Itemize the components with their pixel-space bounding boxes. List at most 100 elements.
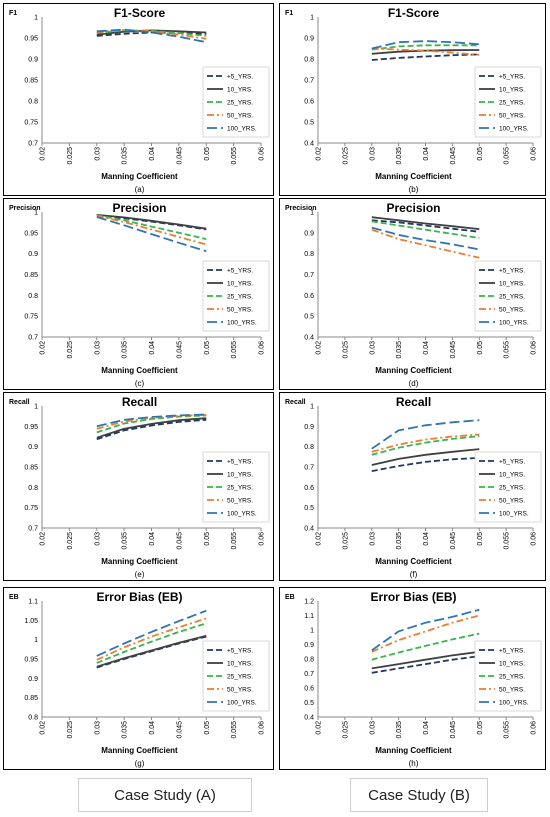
- y-tick-label: 0.7: [28, 526, 38, 533]
- x-tick-label: 0.055: [504, 341, 511, 359]
- x-tick-label: 0.02: [40, 147, 47, 161]
- legend-box: [202, 451, 270, 523]
- x-tick-label: 0.02: [316, 721, 323, 735]
- panel-caption: (h): [409, 759, 419, 768]
- panel-caption: (f): [410, 570, 418, 579]
- y-tick-label: 0.95: [24, 424, 38, 431]
- x-tick-label: 0.04: [423, 721, 430, 735]
- legend-box: [202, 260, 270, 332]
- y-tick-label: 0.7: [28, 335, 38, 342]
- y-tick-label: 0.5: [304, 120, 314, 127]
- series-line-100yrs: [96, 609, 207, 657]
- y-tick-label: 0.4: [304, 141, 314, 148]
- x-tick-label: 0.055: [231, 721, 238, 739]
- y-tick-label: 0.6: [304, 485, 314, 492]
- y-tick-label: 0.6: [304, 99, 314, 106]
- chart-title: Precision: [386, 201, 440, 215]
- x-tick-label: 0.055: [504, 147, 511, 165]
- legend-label: 50_YRS.: [227, 307, 253, 314]
- y-tick-label: 0.9: [28, 444, 38, 451]
- series-line-100yrs: [96, 413, 207, 428]
- chart-panel-e: Recall Recall 0.7 0.75 0.8 0.85 0.9 0.95 1 0.02 0.…: [3, 392, 274, 581]
- legend-label: 10_YRS.: [227, 661, 253, 668]
- y-tick-label: 0.9: [28, 251, 38, 258]
- chart-svg: Precision Precision 0.7 0.75 0.8 0.85 0.9 0.95 1…: [9, 201, 270, 388]
- legend-label: +5_YRS.: [499, 268, 525, 275]
- x-tick-label: 0.06: [531, 532, 538, 546]
- y-tick-label: 1: [34, 210, 38, 217]
- y-tick-label: 1: [34, 404, 38, 411]
- chart-svg: F1-Score F1 0.4 0.5 0.6 0.7 0.8 0.9 1 0.02 0.025 0.…: [285, 6, 542, 194]
- series-line-25yrs: [371, 220, 480, 239]
- y-tick-label: 0.7: [304, 671, 314, 678]
- legend-label: 100_YRS.: [227, 511, 257, 518]
- y-tick-label: 0.9: [304, 424, 314, 431]
- y-tick-label: 0.8: [28, 715, 38, 722]
- x-tick-label: 0.05: [477, 721, 484, 735]
- legend-box: [474, 66, 542, 138]
- x-tick-label: 0.025: [67, 532, 74, 550]
- y-tick-label: 0.8: [304, 57, 314, 64]
- y-tick-label: 0.6: [304, 293, 314, 300]
- series-line-100yrs: [96, 216, 207, 253]
- y-axis-label: Precision: [285, 205, 317, 212]
- series-line-5yrs: [371, 457, 480, 472]
- x-tick-label: 0.055: [504, 721, 511, 739]
- chart-title: F1-Score: [114, 6, 166, 20]
- legend-label: 100_YRS.: [227, 126, 257, 133]
- y-axis-label: F1: [285, 10, 293, 17]
- chart-title: Recall: [122, 395, 157, 409]
- y-tick-label: 0.9: [304, 642, 314, 649]
- chart-svg: F1-Score F1 0.7 0.75 0.8 0.85 0.9 0.95 1 0.02 0.02…: [9, 6, 270, 194]
- series-line-50yrs: [96, 617, 207, 661]
- x-tick-label: 0.035: [122, 721, 129, 739]
- legend-label: 25_YRS.: [227, 100, 253, 107]
- chart-title: F1-Score: [388, 6, 440, 20]
- x-tick-label: 0.02: [316, 147, 323, 161]
- x-tick-label: 0.04: [423, 147, 430, 161]
- legend-label: 50_YRS.: [499, 498, 525, 505]
- legend-label: 50_YRS.: [227, 113, 253, 120]
- x-tick-label: 0.03: [369, 147, 376, 161]
- series-line-5yrs: [371, 53, 480, 61]
- legend-box: [202, 66, 270, 138]
- x-tick-label: 0.025: [342, 532, 349, 550]
- x-tick-label: 0.045: [176, 721, 183, 739]
- series-line-5yrs: [371, 655, 480, 674]
- series-line-100yrs: [371, 226, 480, 251]
- x-tick-label: 0.06: [531, 147, 538, 161]
- x-tick-label: 0.06: [259, 147, 266, 161]
- x-tick-label: 0.025: [67, 147, 74, 165]
- panel-caption: (c): [135, 379, 145, 388]
- y-tick-label: 1.05: [24, 618, 38, 625]
- x-axis-label: Manning Coefficient: [101, 557, 178, 566]
- legend-label: +5_YRS.: [499, 74, 525, 81]
- chart-title: Precision: [112, 201, 166, 215]
- legend-label: 25_YRS.: [499, 294, 525, 301]
- x-axis-label: Manning Coefficient: [375, 172, 452, 181]
- x-tick-label: 0.035: [122, 147, 129, 165]
- legend-label: 10_YRS.: [227, 87, 253, 94]
- legend-label: 10_YRS.: [499, 87, 525, 94]
- y-tick-label: 0.7: [304, 465, 314, 472]
- legend-label: 100_YRS.: [227, 320, 257, 327]
- series-line-5yrs: [371, 219, 480, 233]
- legend-label: 10_YRS.: [499, 281, 525, 288]
- legend-label: 100_YRS.: [227, 700, 257, 707]
- panel-caption: (e): [135, 570, 145, 579]
- legend-box: [474, 640, 542, 712]
- x-tick-label: 0.03: [369, 721, 376, 735]
- y-tick-label: 0.9: [304, 36, 314, 43]
- y-tick-label: 1: [34, 15, 38, 22]
- legend-label: +5_YRS.: [227, 459, 253, 466]
- series-line-50yrs: [371, 228, 480, 259]
- chart-panel-g: Error Bias (EB) EB 0.8 0.85 0.9 0.95 1 1.05 1.1 0…: [3, 587, 274, 770]
- x-axis-label: Manning Coefficient: [101, 746, 178, 755]
- x-tick-label: 0.04: [423, 532, 430, 546]
- panel-caption: (b): [409, 185, 419, 194]
- x-axis-label: Manning Coefficient: [375, 366, 452, 375]
- x-axis-label: Manning Coefficient: [375, 557, 452, 566]
- y-tick-label: 0.85: [24, 465, 38, 472]
- legend-label: 50_YRS.: [499, 113, 525, 120]
- x-tick-label: 0.06: [531, 721, 538, 735]
